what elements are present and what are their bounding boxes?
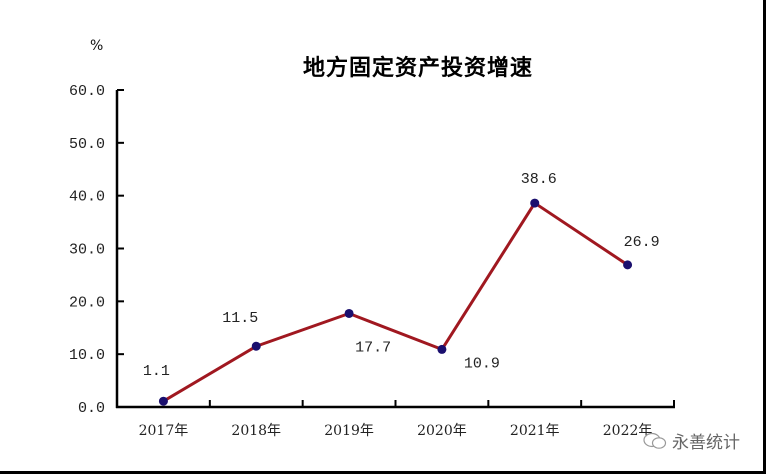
watermark-text: 永善统计 (672, 433, 740, 453)
series-line (162, 201, 629, 403)
x-tick-label: 2017年 (139, 423, 189, 439)
data-point-marker (158, 396, 168, 406)
data-label: 38.6 (521, 171, 557, 188)
y-tick-label: 10.0 (69, 347, 105, 364)
y-tick-label: 30.0 (69, 242, 105, 259)
x-tick-label: 2020年 (417, 423, 467, 439)
data-point-marker (437, 344, 447, 354)
data-label: 11.5 (222, 310, 258, 327)
x-tick-label: 2022年 (603, 423, 653, 439)
data-point-marker (344, 308, 354, 318)
data-point-marker (530, 198, 540, 208)
y-tick-label: 0.0 (78, 400, 105, 417)
watermark: 永善统计 (642, 428, 740, 453)
data-label: 1.1 (143, 363, 170, 380)
y-tick-label: 50.0 (69, 136, 105, 153)
data-label: 17.7 (355, 339, 391, 356)
data-label: 26.9 (624, 234, 660, 251)
chart-title: 地方固定资产投资增速 (302, 56, 533, 81)
y-tick-label: 20.0 (69, 294, 105, 311)
y-tick-label: 60.0 (69, 83, 105, 100)
y-tick-label: 40.0 (69, 189, 105, 206)
data-point-marker (623, 260, 633, 270)
data-point-marker (251, 341, 261, 351)
x-tick-label: 2019年 (324, 423, 374, 439)
x-tick-label: 2018年 (231, 423, 281, 439)
x-tick-label: 2021年 (510, 423, 560, 439)
data-label: 10.9 (464, 355, 500, 372)
y-axis-unit: % (90, 38, 104, 54)
wechat-icon (642, 431, 668, 451)
